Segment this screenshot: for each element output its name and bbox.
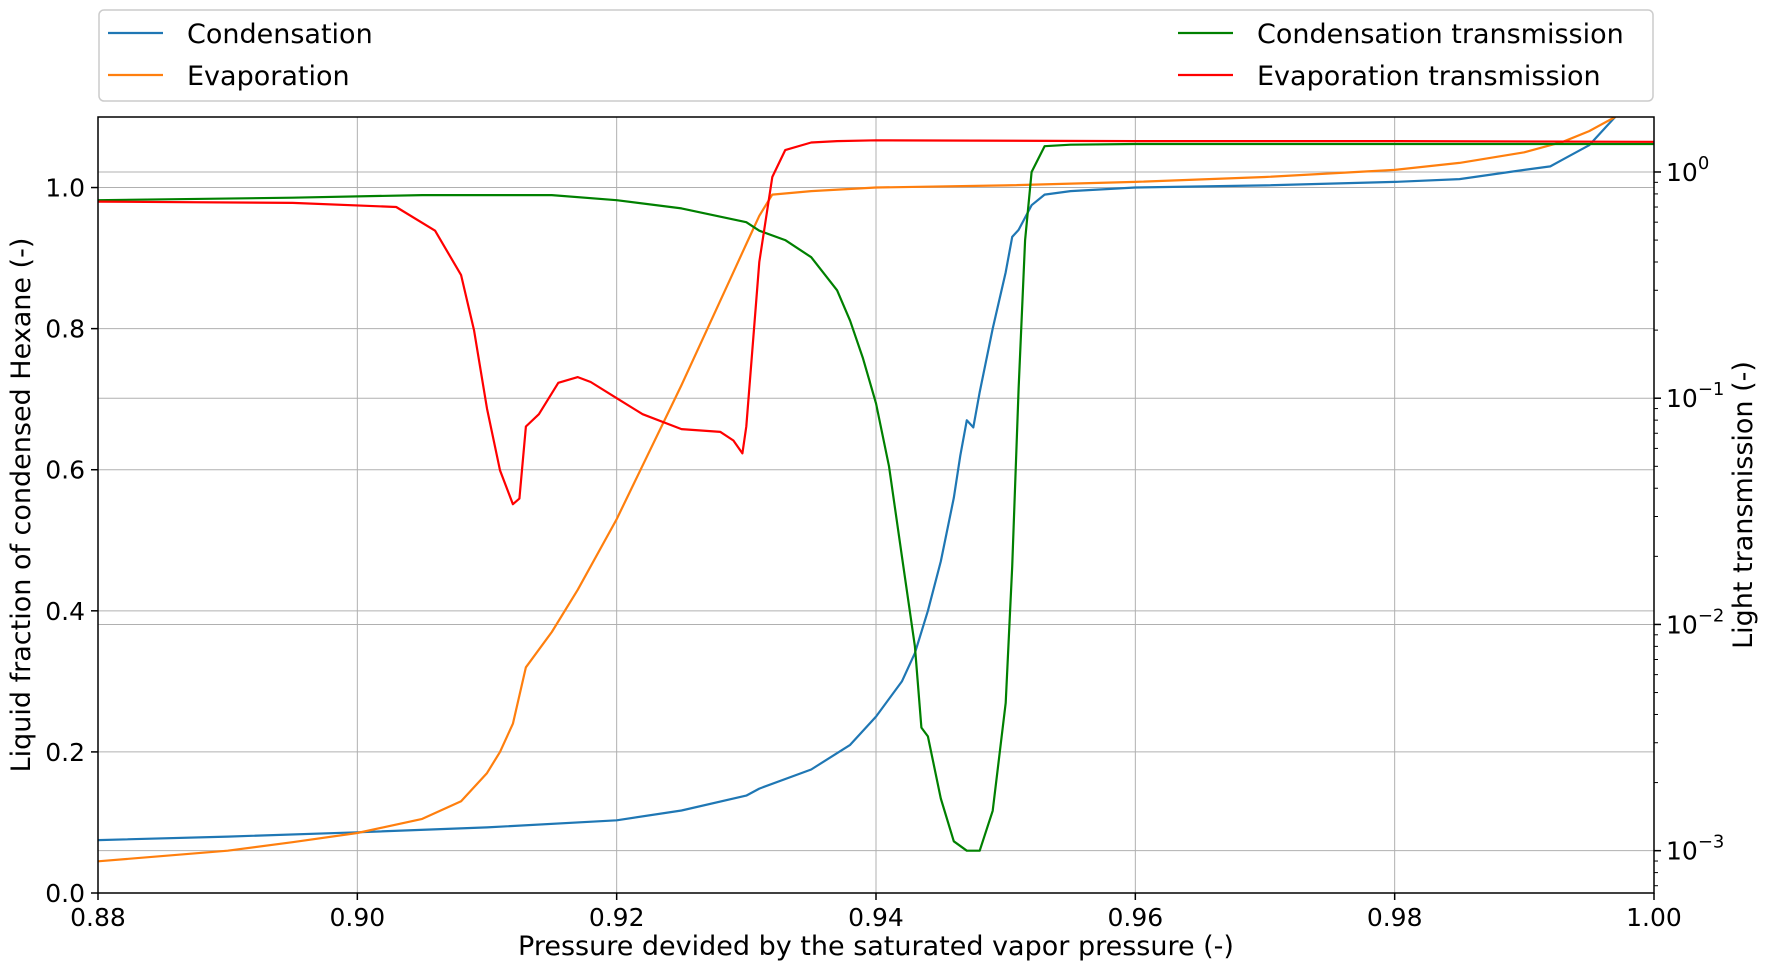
x-tick-label: 0.98: [1367, 903, 1423, 932]
x-tick-label: 1.00: [1626, 903, 1682, 932]
legend-label-0: Condensation: [187, 19, 373, 50]
grid: [97, 117, 1655, 894]
y2-tick-base: 10: [1666, 158, 1698, 187]
legend-label-2: Condensation transmission: [1257, 19, 1624, 50]
legend-box: [98, 9, 1654, 102]
y-tick-label: 0.6: [45, 456, 85, 485]
x-axis: 0.88 0.90 0.92 0.94 0.96 0.98 1.00: [70, 893, 1682, 932]
x-axis-label: Pressure devided by the saturated vapor …: [518, 931, 1234, 962]
legend-label-1: Evaporation: [187, 61, 350, 92]
x-tick-label: 0.88: [70, 903, 126, 932]
x-tick-label: 0.92: [589, 903, 645, 932]
y2-tick-label: 10−2: [1666, 605, 1724, 639]
x-tick-label: 0.90: [329, 903, 385, 932]
y-tick-label: 0.8: [45, 315, 85, 344]
x-tick-label: 0.94: [848, 903, 904, 932]
y2-tick-base: 10: [1666, 610, 1698, 639]
y-tick-label: 1.0: [45, 174, 85, 203]
y-tick-label: 0.2: [45, 738, 85, 767]
y-tick-label: 0.4: [45, 597, 85, 626]
series-line-2: [98, 142, 1654, 852]
y2-tick-exp: −3: [1698, 832, 1725, 853]
y2-tick-exp: −1: [1698, 379, 1725, 400]
legend: Condensation Evaporation Condensation tran…: [98, 9, 1654, 102]
y2-tick-base: 10: [1666, 384, 1698, 413]
x-tick-label: 0.96: [1107, 903, 1163, 932]
y2-tick-base: 10: [1666, 837, 1698, 866]
y2-tick-exp: 0: [1698, 153, 1709, 174]
y2-tick-exp: −2: [1698, 605, 1725, 626]
legend-label-3: Evaporation transmission: [1257, 61, 1601, 92]
y2-tick-label: 100: [1666, 153, 1709, 187]
y2-axis-label: Light transmission (-): [1728, 361, 1759, 649]
series-line-1: [98, 117, 1616, 863]
series-line-0: [98, 117, 1616, 842]
y-tick-label: 0.0: [45, 879, 85, 908]
y2-tick-label: 10−1: [1666, 379, 1724, 413]
series-line-3: [98, 139, 1654, 506]
y-axis-label: Liquid fraction of condensed Hexane (-): [6, 238, 37, 773]
y-axis-left: 0.0 0.2 0.4 0.6 0.8 1.0: [45, 174, 98, 908]
y2-tick-label: 10−3: [1666, 832, 1724, 866]
data-lines: [98, 117, 1654, 863]
